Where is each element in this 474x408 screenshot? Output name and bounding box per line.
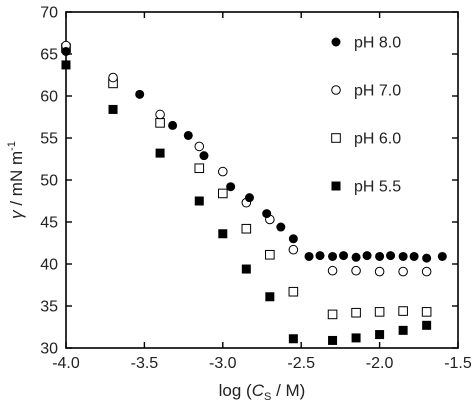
data-point [244,193,254,203]
data-point [155,118,165,128]
data-point [421,266,432,277]
y-tick-label: 35 [40,299,58,316]
data-point [218,229,228,239]
y-tick-label: 50 [40,173,58,190]
data-point [351,333,361,343]
data-point [135,89,145,99]
data-point [194,141,205,152]
data-point [288,286,299,297]
data-point [304,251,314,261]
data-point [351,252,361,262]
x-tick-label: -3.5 [131,355,159,372]
y-axis-label: γ / mN m-1 [6,141,26,219]
data-point [288,234,298,244]
data-point [362,251,372,261]
legend-label: pH 7.0 [354,83,401,100]
y-tick-label: 65 [40,47,58,64]
data-point [374,266,385,277]
data-point [218,166,228,177]
data-point [241,264,251,274]
data-point [194,163,205,174]
data-point [328,251,338,261]
data-points [61,40,447,345]
data-point [218,188,228,199]
data-point [288,334,298,344]
data-point [422,253,432,263]
data-point [61,46,71,56]
data-point [409,251,419,261]
data-point [265,249,275,260]
data-point [398,266,408,277]
data-point [61,60,71,70]
y-tick-label: 70 [40,5,58,22]
data-point [351,307,361,318]
data-point [328,335,338,345]
y-tick-label: 60 [40,89,58,106]
data-point [375,251,385,261]
data-point [327,265,338,276]
data-point [398,325,408,335]
y-tick-label: 40 [40,257,58,274]
data-point [421,307,432,317]
data-point [398,251,408,261]
data-point [194,196,204,206]
legend-marker [331,37,341,47]
data-point [168,120,178,130]
legend-marker [331,133,341,143]
x-tick-label: -2.5 [287,355,315,372]
legend-marker [331,85,341,95]
data-point [351,265,361,276]
data-point [276,222,286,232]
data-point [108,72,118,83]
data-point [375,330,385,340]
x-tick-label: -2.0 [366,355,394,372]
data-point [155,109,165,120]
data-point [437,251,447,261]
legend-marker [331,181,341,191]
data-point [108,104,118,114]
legend-label: pH 6.0 [354,131,401,148]
x-axis-label: log (CS / M) [219,381,306,403]
x-tick-label: -4.0 [52,355,80,372]
data-point [288,244,299,255]
data-point [386,251,396,261]
data-point [262,209,272,219]
data-point [155,148,165,158]
y-tick-label: 55 [40,131,58,148]
y-axis: 30 35 40 45 50 55 60 65 70 [40,5,458,358]
legend: pH 8.0 pH 7.0 pH 6.0 pH 5.5 [331,35,401,196]
data-point [241,223,252,234]
data-point [226,182,236,192]
y-tick-label: 45 [40,215,58,232]
data-point [265,292,275,302]
x-axis: -4.0 -3.5 -3.0 -2.5 -2.0 -1.5 [52,12,472,372]
x-tick-label: -3.0 [209,355,237,372]
data-point [422,320,432,330]
x-tick-label: -1.5 [444,355,472,372]
data-point [374,307,385,317]
data-point [339,251,349,261]
data-point [199,151,209,161]
legend-label: pH 8.0 [354,35,401,52]
data-point [183,130,193,140]
y-tick-label: 30 [40,341,58,358]
data-point [398,306,408,316]
data-point [315,251,325,261]
data-point [327,309,338,320]
legend-label: pH 5.5 [354,179,401,196]
